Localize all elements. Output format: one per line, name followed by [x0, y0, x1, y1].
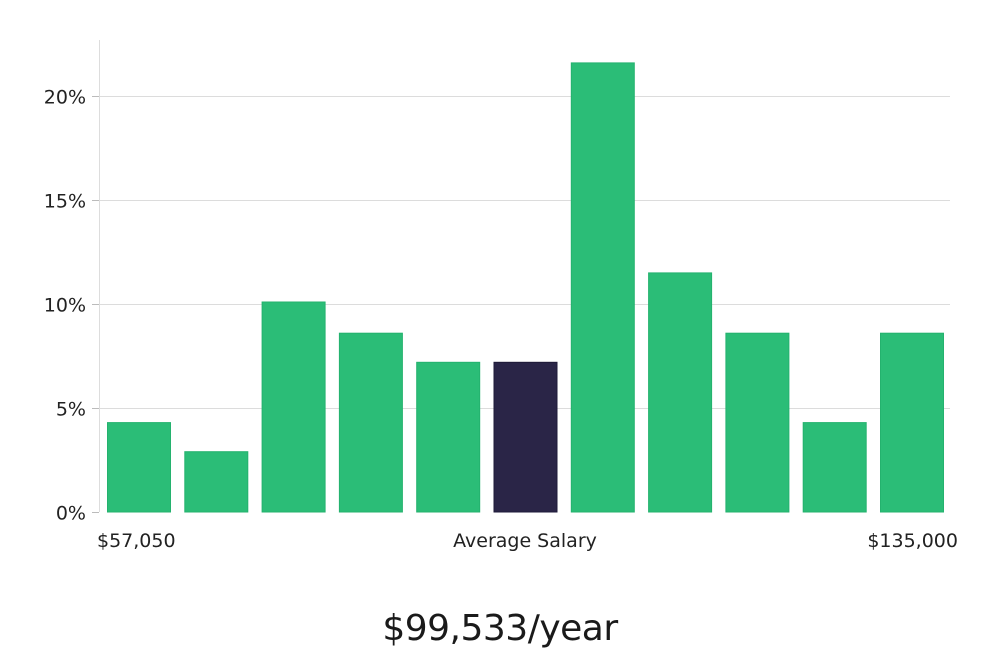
bar	[880, 332, 944, 513]
grid-lines	[100, 96, 950, 409]
bar	[184, 451, 249, 513]
salary-distribution-chart: 0% 5% 10% 15% 20% $57,050 Average Salary $13…	[44, 40, 958, 552]
bar	[725, 332, 790, 513]
bar	[802, 422, 867, 513]
average-salary-value: $99,533/year	[382, 608, 618, 649]
y-tick-label: 20%	[44, 87, 86, 109]
x-max-label: $135,000	[867, 530, 958, 552]
bar	[648, 272, 713, 513]
bar	[416, 361, 481, 513]
y-axis-ticks: 0% 5% 10% 15% 20%	[44, 87, 99, 525]
bar	[570, 62, 635, 513]
x-center-label: Average Salary	[453, 530, 597, 552]
bar	[338, 332, 403, 513]
y-tick-label: 5%	[56, 399, 86, 421]
bar-highlighted	[493, 361, 558, 513]
y-tick-label: 10%	[44, 295, 86, 317]
bar	[107, 422, 171, 513]
y-tick-label: 15%	[44, 191, 86, 213]
bar	[261, 301, 326, 513]
y-tick-label: 0%	[56, 503, 86, 525]
bars	[107, 62, 944, 513]
x-min-label: $57,050	[97, 530, 176, 552]
